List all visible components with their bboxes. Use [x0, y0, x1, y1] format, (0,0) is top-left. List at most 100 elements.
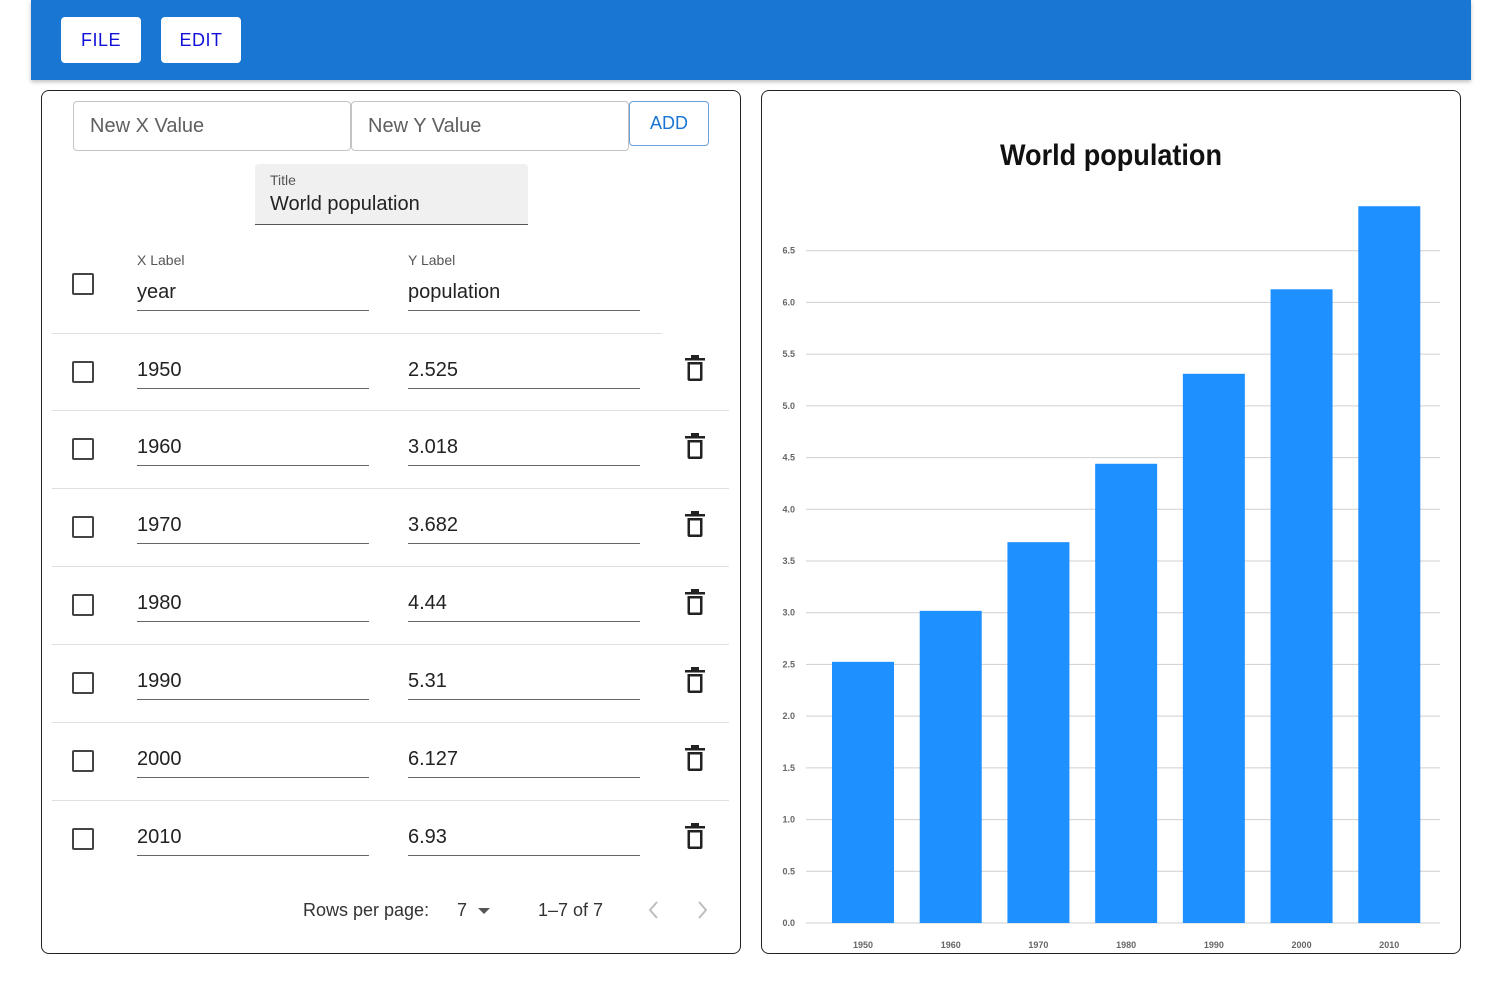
y-value: 2.525: [408, 359, 459, 381]
y-tick-label: 6.0: [782, 297, 795, 307]
title-field[interactable]: Title World population: [255, 164, 528, 225]
x-tick-label: 2000: [1292, 940, 1312, 950]
row-divider: [52, 800, 729, 801]
chart-panel: 0.0 0.5 1.0 1.5 2.0 2.5 3.0 3.5 4.0 4.5 5.0 5.5 6.0 6…: [761, 90, 1461, 954]
rows-per-page-label: Rows per page:: [303, 900, 430, 920]
y-value: 5.31: [408, 670, 447, 692]
x-tick-label: 1980: [1116, 940, 1136, 950]
bar: [1095, 463, 1158, 923]
y-tick-label: 6.5: [782, 246, 795, 256]
bar-chart: 0.0 0.5 1.0 1.5 2.0 2.5 3.0 3.5 4.0 4.5 5.0 5.5 6.0 6…: [782, 139, 1440, 950]
x-value: 1960: [137, 436, 182, 458]
trash-icon[interactable]: [684, 433, 706, 459]
x-tick-label: 2010: [1379, 940, 1399, 950]
y-tick-label: 2.0: [782, 711, 795, 721]
y-value: 6.93: [408, 826, 447, 848]
bar: [1270, 289, 1333, 923]
select-all-checkbox[interactable]: [72, 273, 94, 295]
row-divider: [52, 722, 729, 723]
y-value-field[interactable]: 3.018: [408, 430, 640, 466]
y-tick-label: 3.5: [782, 556, 795, 566]
trash-icon[interactable]: [684, 355, 706, 381]
bar: [1358, 206, 1421, 923]
bar-layer: [832, 206, 1421, 923]
y-tick-label: 4.0: [782, 504, 795, 514]
x-value-field[interactable]: 1990: [137, 664, 369, 700]
y-tick-label: 4.5: [782, 453, 795, 463]
y-value-field[interactable]: 6.93: [408, 820, 640, 856]
trash-icon[interactable]: [684, 667, 706, 693]
data-editor-panel: ADD Title World population X Label year …: [41, 90, 741, 954]
trash-icon[interactable]: [684, 745, 706, 771]
x-value-field[interactable]: 2000: [137, 742, 369, 778]
row-checkbox[interactable]: [72, 438, 94, 460]
y-value-field[interactable]: 4.44: [408, 586, 640, 622]
row-divider: [52, 566, 729, 567]
add-button[interactable]: ADD: [629, 101, 709, 146]
x-value-field[interactable]: 1950: [137, 353, 369, 389]
y-value-field[interactable]: 6.127: [408, 742, 640, 778]
trash-icon[interactable]: [684, 589, 706, 615]
y-tick-label: 3.0: [782, 608, 795, 618]
new-y-input[interactable]: [351, 101, 629, 151]
row-checkbox[interactable]: [72, 672, 94, 694]
x-value: 1950: [137, 359, 182, 381]
edit-menu-button[interactable]: EDIT: [161, 17, 241, 63]
x-label-field[interactable]: X Label year: [137, 252, 369, 311]
x-value-field[interactable]: 1960: [137, 430, 369, 466]
y-value: 6.127: [408, 748, 459, 770]
y-tick-label: 0.5: [782, 866, 795, 876]
x-value-field[interactable]: 2010: [137, 820, 369, 856]
file-menu-button[interactable]: FILE: [61, 17, 141, 63]
y-value-field[interactable]: 5.31: [408, 664, 640, 700]
y-tick-labels: 0.0 0.5 1.0 1.5 2.0 2.5 3.0 3.5 4.0 4.5 5.0 5.5 6.0 6…: [782, 246, 795, 928]
chevron-right-icon[interactable]: [697, 900, 709, 920]
header-divider: [52, 333, 662, 334]
y-tick-label: 5.0: [782, 401, 795, 411]
x-tick-label: 1970: [1028, 940, 1048, 950]
chevron-left-icon[interactable]: [647, 900, 659, 920]
trash-icon[interactable]: [684, 511, 706, 537]
row-checkbox[interactable]: [72, 750, 94, 772]
y-value-field[interactable]: 3.682: [408, 508, 640, 544]
caret-down-icon[interactable]: [477, 907, 491, 915]
y-tick-label: 1.5: [782, 763, 795, 773]
y-label-caption: Y Label: [408, 252, 456, 268]
x-tick-label: 1950: [853, 940, 873, 950]
x-value-field[interactable]: 1970: [137, 508, 369, 544]
x-value: 2010: [137, 826, 182, 848]
row-divider: [52, 488, 729, 489]
x-value: 2000: [137, 748, 182, 770]
title-field-label: Title: [270, 172, 296, 188]
y-tick-label: 5.5: [782, 349, 795, 359]
title-field-value: World population: [270, 193, 420, 215]
page-range-text: 1–7 of 7: [538, 900, 604, 920]
rows-per-page-select[interactable]: 7: [457, 900, 468, 920]
row-divider: [52, 644, 729, 645]
x-tick-label: 1960: [941, 940, 961, 950]
y-value-field[interactable]: 2.525: [408, 353, 640, 389]
row-checkbox[interactable]: [72, 361, 94, 383]
y-value: 3.018: [408, 436, 459, 458]
x-value-field[interactable]: 1980: [137, 586, 369, 622]
trash-icon[interactable]: [684, 823, 706, 849]
row-checkbox[interactable]: [72, 594, 94, 616]
row-checkbox[interactable]: [72, 516, 94, 538]
y-label-field[interactable]: Y Label population: [408, 252, 640, 311]
y-tick-label: 0.0: [782, 918, 795, 928]
new-x-input[interactable]: [73, 101, 351, 151]
y-value: 3.682: [408, 514, 459, 536]
bar: [832, 661, 894, 923]
row-divider: [52, 410, 729, 411]
y-label-value: population: [408, 281, 501, 303]
y-tick-label: 2.5: [782, 659, 795, 669]
x-label-caption: X Label: [137, 252, 185, 268]
row-checkbox[interactable]: [72, 828, 94, 850]
bar: [1007, 542, 1070, 923]
chart-title: World population: [1000, 139, 1222, 172]
x-label-value: year: [137, 281, 176, 303]
bar: [1182, 373, 1245, 923]
x-value: 1970: [137, 514, 182, 536]
x-value: 1980: [137, 592, 182, 614]
x-tick-label: 1990: [1204, 940, 1224, 950]
